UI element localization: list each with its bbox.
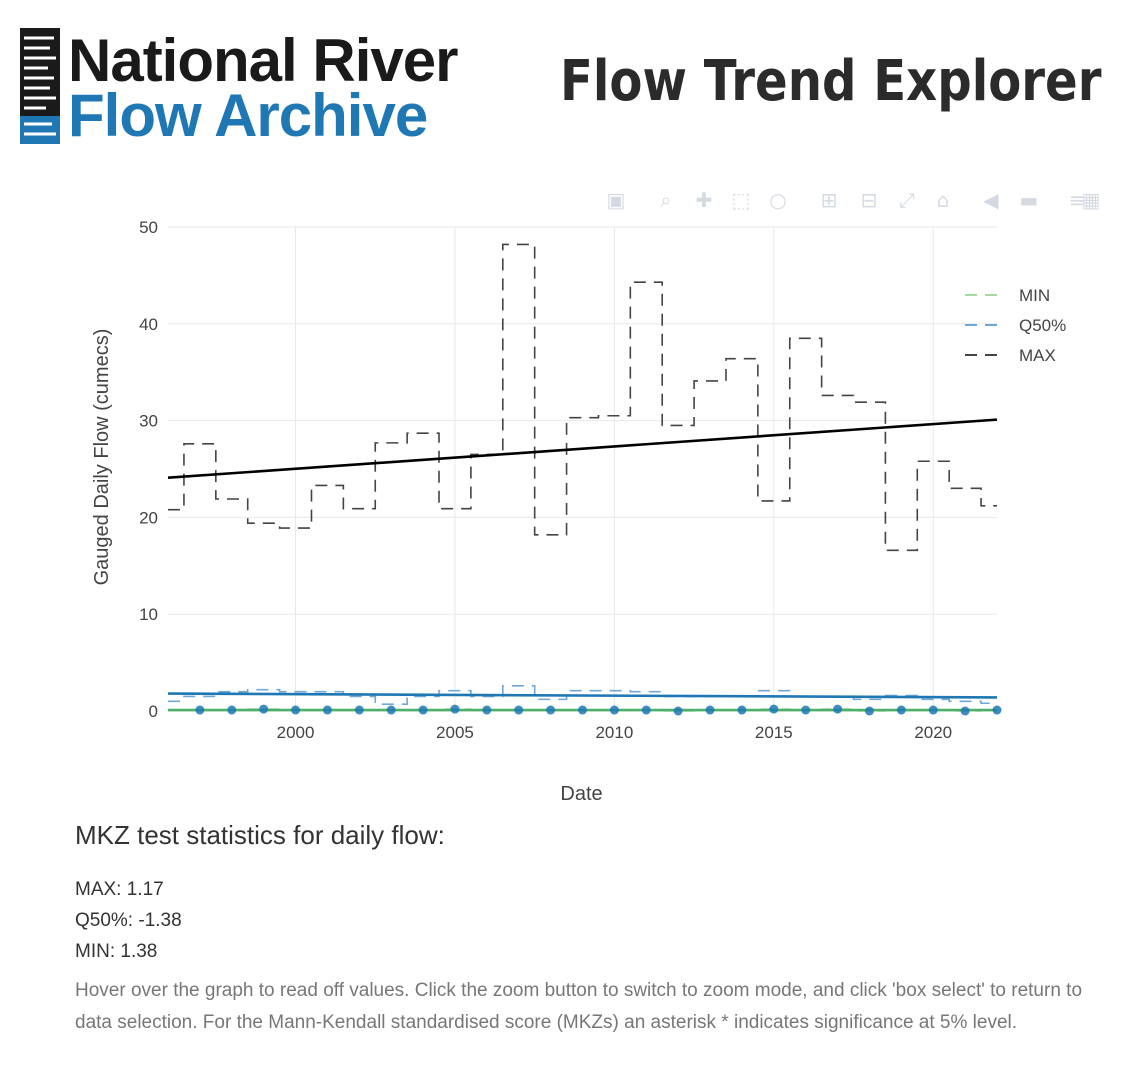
x-tick-label: 2000 [277,723,315,742]
min-point[interactable] [769,704,779,714]
legend-label-max[interactable]: MAX [1019,346,1056,365]
x-tick-label: 2010 [595,723,633,742]
zoom-in-icon[interactable]: ⊞ [820,188,838,212]
min-point[interactable] [737,705,747,715]
min-point[interactable] [801,705,811,715]
hover-compare-icon[interactable]: ≡ [1068,188,1086,212]
min-point[interactable] [482,705,492,715]
logo-stripes-icon [20,28,60,144]
min-point[interactable] [641,705,651,715]
min-point[interactable] [259,704,269,714]
y-tick-label: 30 [139,412,158,431]
min-point[interactable] [578,705,587,715]
min-point[interactable] [705,705,715,715]
lasso-icon[interactable]: ○ [769,188,787,212]
min-point[interactable] [896,705,906,715]
camera-icon[interactable]: ▣ [606,188,626,212]
min-point[interactable] [291,705,301,715]
x-tick-label: 2005 [436,723,474,742]
page-header: National River Flow Archive Flow Trend E… [0,0,1148,160]
series-max-trend[interactable] [167,418,998,480]
chart-svg[interactable]: 0 10 20 30 40 50 2000 2005 2010 2015 2020 Date Gauge… [0,175,1148,815]
logo-text-line2: Flow Archive [68,82,428,149]
min-point[interactable] [195,705,205,715]
y-tick-label: 50 [139,218,158,237]
pan-icon[interactable]: ✚ [695,188,713,212]
min-point[interactable] [514,705,524,715]
logo-text-line1: National River [68,27,458,94]
legend-label-q50[interactable]: Q50% [1019,316,1066,335]
min-point[interactable] [928,705,938,715]
hover-closest-icon[interactable]: ▬ [1019,188,1039,212]
series-q50-line[interactable] [168,685,997,706]
x-axis-title: Date [560,783,602,805]
stat-q50: Q50%: -1.38 [75,910,182,931]
min-point[interactable] [992,705,1002,715]
legend-label-min[interactable]: MIN [1019,286,1050,305]
min-point[interactable] [354,705,364,715]
x-tick-label: 2020 [914,723,952,742]
y-tick-label: 20 [139,508,158,527]
min-point[interactable] [673,706,683,716]
min-point[interactable] [864,706,874,716]
app-title: Flow Trend Explorer [560,49,1102,114]
min-point[interactable] [322,705,332,715]
min-point[interactable] [609,705,619,715]
x-tick-label: 2015 [755,723,793,742]
min-point[interactable] [833,704,843,714]
spike-lines-icon[interactable]: ◀ [983,188,999,212]
stat-max: MAX: 1.17 [75,879,164,900]
stats-panel: MKZ test statistics for daily flow: MAX:… [75,818,1115,1039]
min-point[interactable] [960,706,970,716]
min-point[interactable] [450,704,460,714]
stats-title: MKZ test statistics for daily flow: [75,820,445,850]
min-point[interactable] [227,705,237,715]
help-text: Hover over the graph to read off values.… [75,980,1083,1033]
flow-chart[interactable]: ▣ ⌕ ✚ ⬚ ○ ⊞ ⊟ ⤢ ⌂ ◀ ▬ ≡ ▦ 0 10 20 30 40 50 2000 2005 2010 201… [0,175,1148,815]
zoom-icon[interactable]: ⌕ [660,188,672,212]
stat-min: MIN: 1.38 [75,941,158,962]
box-select-icon[interactable]: ⬚ [731,188,751,212]
series-q50-trend[interactable] [167,692,998,699]
min-point[interactable] [418,705,428,715]
y-tick-label: 10 [139,605,158,624]
y-tick-label: 40 [139,315,158,334]
series-max-line[interactable] [168,243,997,552]
autoscale-icon[interactable]: ⤢ [899,188,915,212]
zoom-out-icon[interactable]: ⊟ [860,188,878,212]
y-tick-label: 0 [149,702,158,721]
y-axis-title: Gauged Daily Flow (cumecs) [91,329,113,586]
plotly-logo-icon[interactable]: ▦ [1081,188,1101,212]
nrfa-logo[interactable]: National River Flow Archive [20,27,540,149]
min-point[interactable] [386,705,396,715]
min-point[interactable] [546,705,556,715]
reset-axes-icon[interactable]: ⌂ [936,188,950,212]
